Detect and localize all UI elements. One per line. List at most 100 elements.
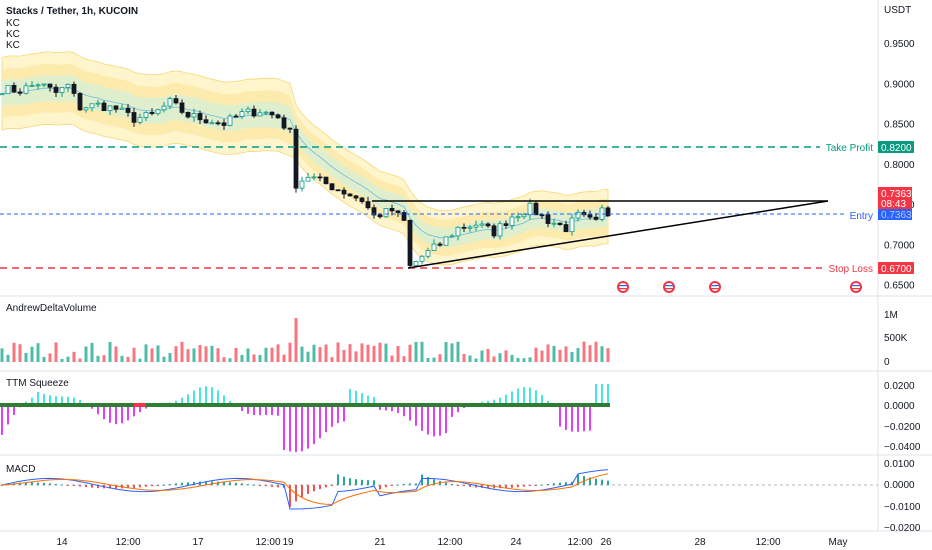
volume-bar <box>516 358 520 362</box>
candle-body <box>323 176 329 185</box>
macd-histogram-bar <box>601 479 603 485</box>
volume-bar <box>210 345 214 362</box>
squeeze-bar <box>7 405 9 425</box>
macd-histogram-bar <box>109 485 111 489</box>
volume-bar <box>462 354 466 362</box>
squeeze-bar <box>505 394 507 405</box>
candle-body <box>65 83 71 88</box>
candle-body <box>389 207 395 212</box>
candle-body <box>413 261 419 266</box>
macd-histogram-bar <box>265 485 267 487</box>
volume-bar <box>576 347 580 362</box>
us-flag-icon[interactable] <box>709 281 721 293</box>
indicator-label-kc-2[interactable]: KC <box>6 29 20 40</box>
volume-bar <box>450 343 454 362</box>
squeeze-bar <box>37 391 39 405</box>
volume-bar <box>162 356 166 362</box>
candle-body <box>527 202 533 216</box>
macd-tick: −0.0200 <box>884 523 921 534</box>
candle-body <box>305 176 311 182</box>
macd-histogram-bar <box>373 480 375 485</box>
time-tick: 26 <box>600 537 612 548</box>
time-tick: May <box>829 537 848 548</box>
volume-bar <box>312 344 316 362</box>
us-flag-icon[interactable] <box>617 281 629 293</box>
macd-title[interactable]: MACD <box>6 464 35 475</box>
volume-bar <box>570 352 574 362</box>
us-flag-icon[interactable] <box>850 281 862 293</box>
indicator-label-kc-1[interactable]: KC <box>6 18 20 29</box>
candle-body <box>449 235 455 238</box>
volume-title[interactable]: AndrewDeltaVolume <box>6 303 97 314</box>
volume-bar <box>324 344 328 362</box>
price-axis[interactable]: 0.95000.90000.85000.80000.75000.70000.65… <box>884 39 915 292</box>
indicator-label-kc-3[interactable]: KC <box>6 40 20 51</box>
squeeze-bar <box>241 405 243 411</box>
volume-bar <box>582 341 586 362</box>
time-tick: 14 <box>56 537 68 548</box>
volume-bar <box>402 356 406 362</box>
price-tick: 0.8000 <box>884 160 915 171</box>
squeeze-bar <box>49 395 51 405</box>
macd-histogram-bar <box>403 483 405 485</box>
volume-bar <box>6 354 10 362</box>
candle-body <box>593 216 599 220</box>
squeeze-tick: −0.0400 <box>884 442 921 453</box>
current-price-value: 0.7363 <box>881 189 912 200</box>
macd-histogram-bar <box>577 474 579 485</box>
us-flag-icon[interactable] <box>663 281 675 293</box>
candle-body <box>197 113 203 121</box>
squeeze-bar <box>301 405 303 452</box>
volume-bar <box>78 358 82 362</box>
triangle-support-line[interactable] <box>407 200 829 269</box>
volume-bar <box>234 347 238 362</box>
volume-bar <box>174 346 178 362</box>
squeeze-bar <box>31 397 33 405</box>
candle-body <box>35 84 41 87</box>
candle-body <box>539 214 545 217</box>
candle-body <box>287 127 293 130</box>
volume-bar <box>126 356 130 362</box>
squeeze-bar <box>595 384 597 405</box>
squeeze-bar <box>13 405 15 415</box>
chart-title: Stacks / Tether, 1h, KUCOIN <box>6 6 138 17</box>
time-tick: 12:00 <box>255 537 280 548</box>
macd-histogram-bar <box>247 484 249 486</box>
time-axis[interactable]: 14 12:00 17 12:00 19 21 12:00 24 12:00 26 28 12:00 M… <box>56 537 847 548</box>
volume-bar <box>420 341 424 362</box>
volume-bar <box>42 356 46 362</box>
candle-body <box>569 217 575 233</box>
volume-bar <box>288 342 292 362</box>
squeeze-bar <box>103 405 105 420</box>
squeeze-bar <box>571 405 573 432</box>
volume-bar <box>276 344 280 362</box>
candle-body <box>119 107 125 110</box>
squeeze-title[interactable]: TTM Squeeze <box>6 378 69 389</box>
macd-histogram-bar <box>319 485 321 490</box>
macd-histogram-bar <box>469 485 471 487</box>
macd-histogram-bar <box>361 479 363 485</box>
candle-body <box>251 108 257 117</box>
macd-histogram-bar <box>115 485 117 489</box>
candle-body <box>299 180 305 189</box>
macd-histogram-bar <box>127 485 129 489</box>
macd-histogram-bar <box>223 481 225 485</box>
candle-body <box>101 102 107 112</box>
macd-histogram-bar <box>301 485 303 498</box>
squeeze-bar <box>205 386 207 405</box>
squeeze-bar <box>313 405 315 445</box>
volume-bar <box>132 347 136 362</box>
squeeze-bar <box>535 390 537 405</box>
macd-histogram-bar <box>73 485 75 486</box>
volume-bar <box>48 353 52 362</box>
volume-tick-500k: 500K <box>884 333 908 344</box>
stop-loss-label: Stop Loss <box>829 264 873 275</box>
candle-body <box>467 226 473 229</box>
squeeze-bar <box>493 399 495 405</box>
event-flags[interactable] <box>617 281 862 293</box>
volume-bar <box>600 346 604 362</box>
candle-body <box>605 207 611 217</box>
candle-body <box>221 122 227 126</box>
macd-histogram-bar <box>205 481 207 485</box>
